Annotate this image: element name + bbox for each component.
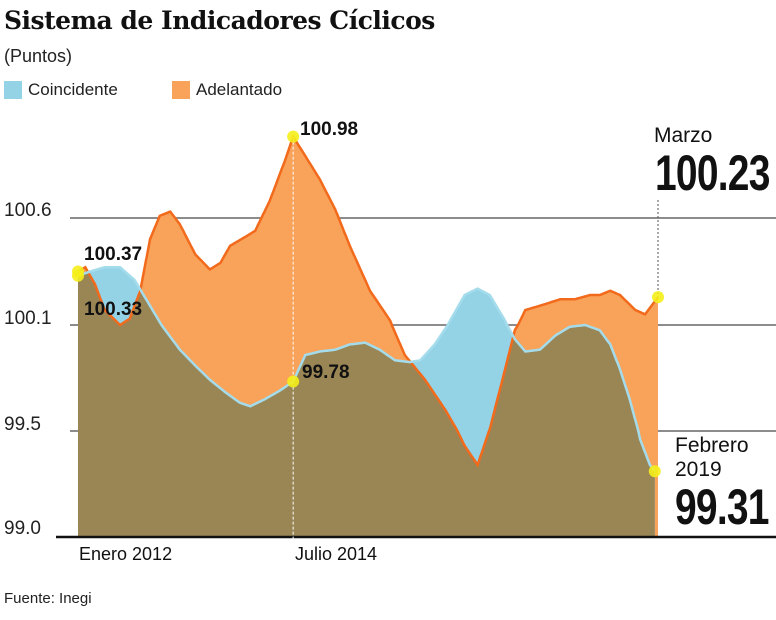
legend-label: Adelantado [196,80,283,99]
febrero-year: 2019 [675,458,722,481]
chart-title: Sistema de Indicadores Cíclicos [4,6,435,35]
data-label: 100.37 [84,244,143,265]
legend-label: Coincidente [28,80,118,99]
legend-swatch [4,81,22,99]
marzo-value: 100.23 [655,145,770,201]
source-note: Fuente: Inegi [4,590,92,607]
y-tick-label: 100.6 [4,200,52,221]
data-label: 99.78 [302,362,350,383]
legend-item-coincidente: Coincidente [4,80,118,100]
data-label: 100.33 [84,299,143,320]
x-tick-label: Enero 2012 [79,544,173,564]
y-tick-label: 99.5 [4,414,41,435]
legend-swatch [172,81,190,99]
legend-item-adelantado: Adelantado [172,80,282,100]
coincidente-line [77,265,656,473]
highlight-point [287,375,300,388]
highlight-point [287,130,300,143]
highlight-point [652,291,664,304]
y-tick-label: 99.0 [4,518,41,539]
y-tick-label: 100.1 [4,308,52,329]
chart-subtitle: (Puntos) [4,46,73,66]
adelantado-line [77,133,660,468]
overlap-area [78,272,655,537]
marzo-label: Marzo [654,124,713,147]
highlight-point [648,465,661,478]
data-label: 100.98 [300,119,359,140]
febrero-value: 99.31 [675,479,769,535]
highlight-point [72,269,84,282]
febrero-label: Febrero [675,434,749,457]
x-tick-label: Julio 2014 [295,544,378,564]
